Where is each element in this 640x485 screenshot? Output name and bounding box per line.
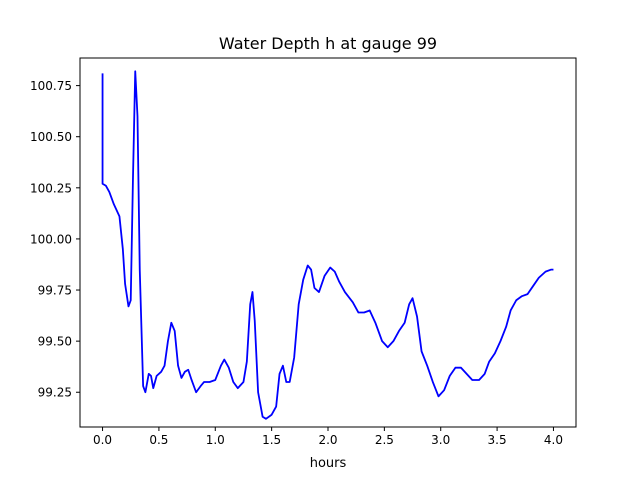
y-tick-label: 100.25 [30,181,72,195]
x-tick-label: 1.0 [206,433,225,447]
plot-frame [79,57,577,428]
x-tick-label: 4.0 [544,433,563,447]
y-tick-label: 100.50 [30,130,72,144]
y-tick-label: 99.25 [38,386,72,400]
x-axis-label: hours [310,456,347,471]
x-tick-label: 3.5 [488,433,507,447]
x-tick-label: 3.0 [431,433,450,447]
chart-title: Water Depth h at gauge 99 [219,34,437,53]
y-tick-label: 100.75 [30,79,72,93]
y-tick-label: 99.50 [38,335,72,349]
x-tick-label: 2.0 [318,433,337,447]
y-tick-label: 100.00 [30,232,72,246]
x-tick-label: 0.0 [93,433,112,447]
x-tick-label: 1.5 [262,433,281,447]
series-line-0 [101,70,554,420]
axes: 0.0 0.5 1.0 1.5 2.0 2.5 3.0 3.5 4.0 99.25 99.50 99.… [30,57,577,447]
x-tick-label: 2.5 [375,433,394,447]
y-tick-label: 99.75 [38,284,72,298]
plot-area [101,70,554,420]
x-tick-label: 0.5 [149,433,168,447]
